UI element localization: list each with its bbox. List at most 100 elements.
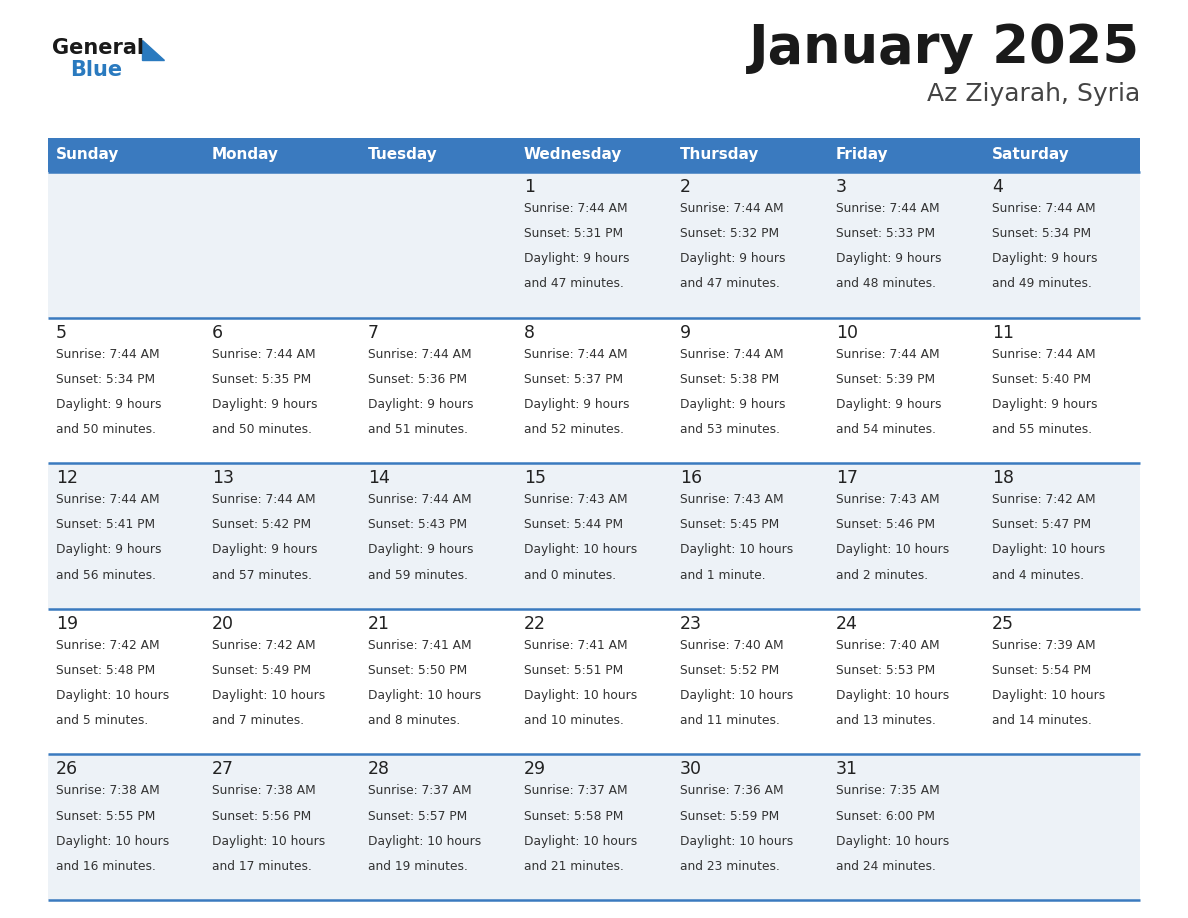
- Bar: [672, 138, 828, 172]
- Text: Daylight: 10 hours: Daylight: 10 hours: [836, 543, 949, 556]
- Text: and 50 minutes.: and 50 minutes.: [211, 423, 312, 436]
- Text: and 17 minutes.: and 17 minutes.: [211, 860, 312, 873]
- Text: Daylight: 10 hours: Daylight: 10 hours: [524, 834, 637, 847]
- Text: Tuesday: Tuesday: [368, 148, 437, 162]
- Text: Sunrise: 7:44 AM: Sunrise: 7:44 AM: [524, 202, 627, 215]
- Text: Sunset: 5:59 PM: Sunset: 5:59 PM: [680, 810, 779, 823]
- Text: Daylight: 9 hours: Daylight: 9 hours: [680, 252, 785, 265]
- Text: Sunrise: 7:40 AM: Sunrise: 7:40 AM: [836, 639, 940, 652]
- Bar: [516, 138, 672, 172]
- Text: and 11 minutes.: and 11 minutes.: [680, 714, 779, 727]
- Text: Sunset: 5:44 PM: Sunset: 5:44 PM: [524, 519, 624, 532]
- Text: 25: 25: [992, 615, 1015, 633]
- Text: Sunset: 5:50 PM: Sunset: 5:50 PM: [368, 664, 467, 677]
- Text: Sunset: 6:00 PM: Sunset: 6:00 PM: [836, 810, 935, 823]
- Text: and 57 minutes.: and 57 minutes.: [211, 568, 312, 581]
- Text: 20: 20: [211, 615, 234, 633]
- Text: Sunset: 5:32 PM: Sunset: 5:32 PM: [680, 227, 779, 241]
- Text: Sunset: 5:45 PM: Sunset: 5:45 PM: [680, 519, 779, 532]
- Text: and 48 minutes.: and 48 minutes.: [836, 277, 936, 290]
- Text: 15: 15: [524, 469, 546, 487]
- Text: 6: 6: [211, 324, 223, 341]
- Text: Sunrise: 7:44 AM: Sunrise: 7:44 AM: [56, 348, 159, 361]
- Text: Sunrise: 7:42 AM: Sunrise: 7:42 AM: [992, 493, 1095, 506]
- Text: Daylight: 9 hours: Daylight: 9 hours: [992, 252, 1098, 265]
- Text: Daylight: 10 hours: Daylight: 10 hours: [992, 543, 1105, 556]
- Text: and 51 minutes.: and 51 minutes.: [368, 423, 468, 436]
- Text: 30: 30: [680, 760, 702, 778]
- Text: Sunset: 5:49 PM: Sunset: 5:49 PM: [211, 664, 311, 677]
- Text: Sunrise: 7:43 AM: Sunrise: 7:43 AM: [524, 493, 627, 506]
- Text: 11: 11: [992, 324, 1015, 341]
- Text: Sunset: 5:40 PM: Sunset: 5:40 PM: [992, 373, 1091, 386]
- Text: Daylight: 10 hours: Daylight: 10 hours: [368, 834, 481, 847]
- Bar: [360, 138, 516, 172]
- Text: 29: 29: [524, 760, 546, 778]
- Text: and 7 minutes.: and 7 minutes.: [211, 714, 304, 727]
- Text: Daylight: 9 hours: Daylight: 9 hours: [56, 543, 162, 556]
- Text: Daylight: 9 hours: Daylight: 9 hours: [680, 397, 785, 411]
- Text: Daylight: 10 hours: Daylight: 10 hours: [211, 834, 326, 847]
- Text: Sunrise: 7:44 AM: Sunrise: 7:44 AM: [368, 348, 472, 361]
- Text: Thursday: Thursday: [680, 148, 759, 162]
- Text: Sunrise: 7:38 AM: Sunrise: 7:38 AM: [211, 784, 316, 798]
- Text: Daylight: 10 hours: Daylight: 10 hours: [56, 689, 169, 702]
- Text: and 55 minutes.: and 55 minutes.: [992, 423, 1092, 436]
- Text: Daylight: 9 hours: Daylight: 9 hours: [836, 252, 942, 265]
- Text: and 49 minutes.: and 49 minutes.: [992, 277, 1092, 290]
- Text: Sunrise: 7:44 AM: Sunrise: 7:44 AM: [680, 348, 784, 361]
- Text: Sunset: 5:39 PM: Sunset: 5:39 PM: [836, 373, 935, 386]
- Text: Friday: Friday: [836, 148, 889, 162]
- Text: 23: 23: [680, 615, 702, 633]
- Text: Sunset: 5:57 PM: Sunset: 5:57 PM: [368, 810, 467, 823]
- Text: Daylight: 10 hours: Daylight: 10 hours: [524, 689, 637, 702]
- Text: 22: 22: [524, 615, 546, 633]
- Text: Sunrise: 7:44 AM: Sunrise: 7:44 AM: [680, 202, 784, 215]
- Text: Sunset: 5:54 PM: Sunset: 5:54 PM: [992, 664, 1092, 677]
- Text: 13: 13: [211, 469, 234, 487]
- Text: Sunset: 5:37 PM: Sunset: 5:37 PM: [524, 373, 624, 386]
- Text: Sunrise: 7:40 AM: Sunrise: 7:40 AM: [680, 639, 784, 652]
- Text: Sunset: 5:34 PM: Sunset: 5:34 PM: [992, 227, 1091, 241]
- Text: Sunrise: 7:35 AM: Sunrise: 7:35 AM: [836, 784, 940, 798]
- Text: Daylight: 10 hours: Daylight: 10 hours: [56, 834, 169, 847]
- Text: and 1 minute.: and 1 minute.: [680, 568, 765, 581]
- Text: and 50 minutes.: and 50 minutes.: [56, 423, 156, 436]
- Text: and 13 minutes.: and 13 minutes.: [836, 714, 936, 727]
- Text: Sunrise: 7:43 AM: Sunrise: 7:43 AM: [836, 493, 940, 506]
- Text: and 24 minutes.: and 24 minutes.: [836, 860, 936, 873]
- Text: Sunset: 5:43 PM: Sunset: 5:43 PM: [368, 519, 467, 532]
- Text: Daylight: 10 hours: Daylight: 10 hours: [368, 689, 481, 702]
- Text: Daylight: 10 hours: Daylight: 10 hours: [836, 689, 949, 702]
- Text: 9: 9: [680, 324, 691, 341]
- Text: Sunrise: 7:42 AM: Sunrise: 7:42 AM: [56, 639, 159, 652]
- Text: and 5 minutes.: and 5 minutes.: [56, 714, 148, 727]
- Text: Sunset: 5:47 PM: Sunset: 5:47 PM: [992, 519, 1091, 532]
- Text: Daylight: 10 hours: Daylight: 10 hours: [211, 689, 326, 702]
- Text: Daylight: 9 hours: Daylight: 9 hours: [836, 397, 942, 411]
- Text: 21: 21: [368, 615, 390, 633]
- Text: Sunrise: 7:44 AM: Sunrise: 7:44 AM: [368, 493, 472, 506]
- Text: Sunrise: 7:43 AM: Sunrise: 7:43 AM: [680, 493, 784, 506]
- Text: Sunset: 5:53 PM: Sunset: 5:53 PM: [836, 664, 935, 677]
- Text: 27: 27: [211, 760, 234, 778]
- Bar: [828, 138, 984, 172]
- Text: Sunrise: 7:44 AM: Sunrise: 7:44 AM: [211, 348, 316, 361]
- Bar: [48, 138, 204, 172]
- Text: Sunrise: 7:39 AM: Sunrise: 7:39 AM: [992, 639, 1095, 652]
- Text: Saturday: Saturday: [992, 148, 1069, 162]
- Text: Daylight: 10 hours: Daylight: 10 hours: [680, 543, 794, 556]
- Text: Sunset: 5:42 PM: Sunset: 5:42 PM: [211, 519, 311, 532]
- Text: Sunday: Sunday: [56, 148, 119, 162]
- Text: Sunrise: 7:44 AM: Sunrise: 7:44 AM: [836, 348, 940, 361]
- Text: Wednesday: Wednesday: [524, 148, 623, 162]
- Text: and 4 minutes.: and 4 minutes.: [992, 568, 1085, 581]
- Text: Daylight: 9 hours: Daylight: 9 hours: [992, 397, 1098, 411]
- Text: Sunset: 5:36 PM: Sunset: 5:36 PM: [368, 373, 467, 386]
- Text: Sunset: 5:48 PM: Sunset: 5:48 PM: [56, 664, 156, 677]
- Text: Daylight: 10 hours: Daylight: 10 hours: [836, 834, 949, 847]
- Text: 7: 7: [368, 324, 379, 341]
- Text: and 59 minutes.: and 59 minutes.: [368, 568, 468, 581]
- Text: 19: 19: [56, 615, 78, 633]
- Text: Sunrise: 7:41 AM: Sunrise: 7:41 AM: [368, 639, 472, 652]
